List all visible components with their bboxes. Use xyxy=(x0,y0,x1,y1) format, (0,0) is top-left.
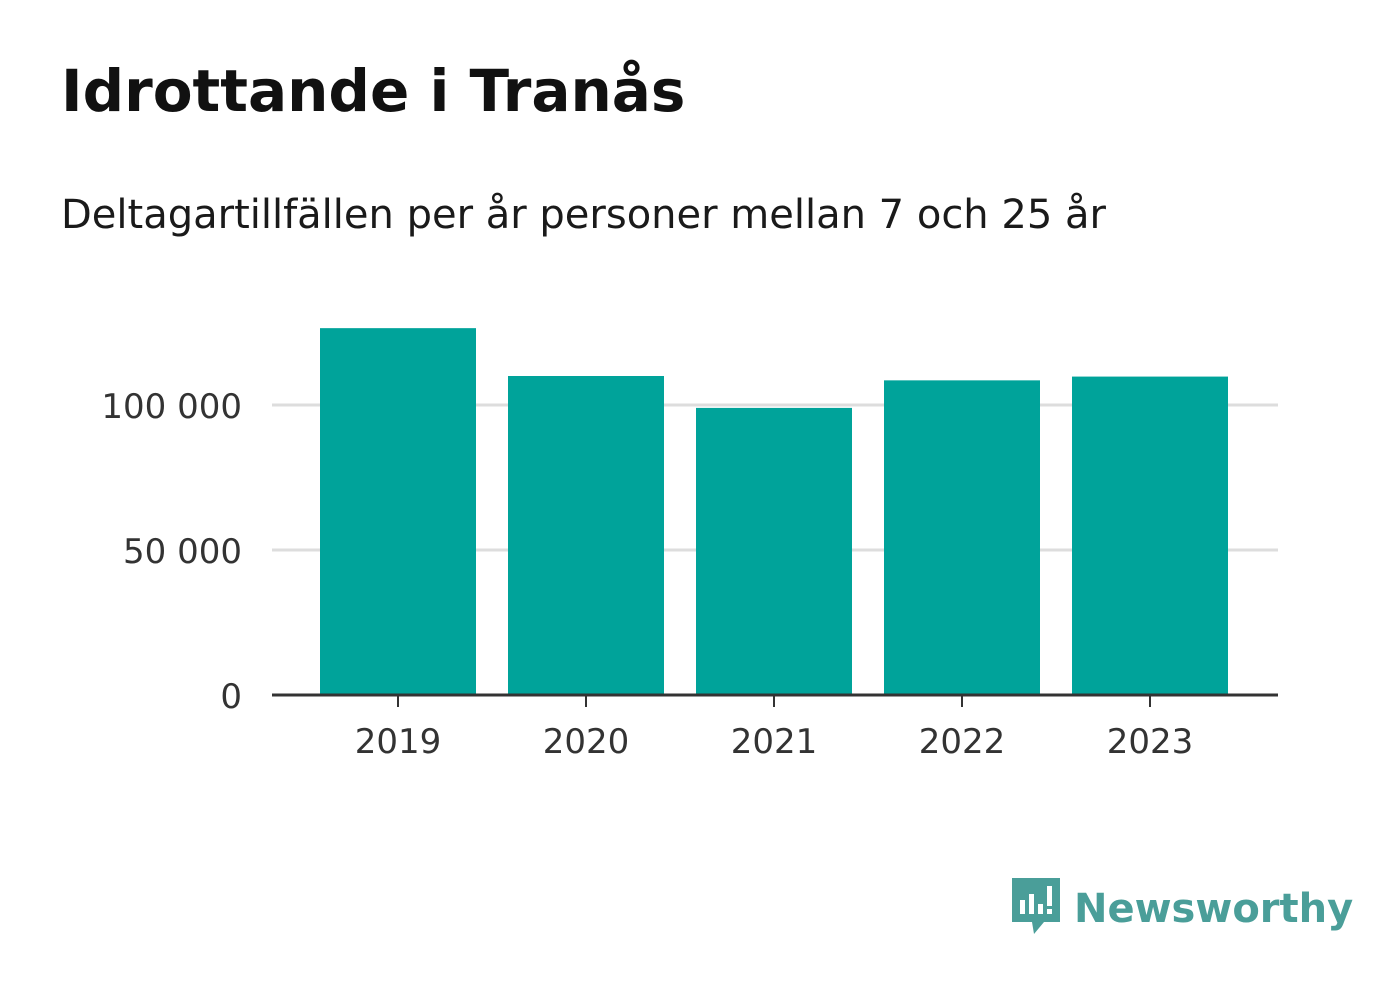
x-tick-label: 2021 xyxy=(731,722,818,762)
bar-2023 xyxy=(1072,376,1228,695)
y-tick-label: 100 000 xyxy=(101,387,242,427)
y-tick-label: 50 000 xyxy=(123,532,242,572)
newsworthy-bar-chart-icon xyxy=(1010,876,1062,942)
chart-title: Idrottande i Tranås xyxy=(61,57,686,125)
x-tick-label: 2019 xyxy=(355,722,442,762)
brand-name: Newsworthy xyxy=(1074,886,1354,932)
x-tick-label: 2023 xyxy=(1107,722,1194,762)
bars xyxy=(320,328,1228,695)
bar-2020 xyxy=(508,376,664,695)
bar-2021 xyxy=(696,407,852,695)
x-axis xyxy=(272,693,1278,707)
x-tick-label: 2022 xyxy=(919,722,1006,762)
x-tick-label: 2020 xyxy=(543,722,630,762)
x-axis-labels: 2019 2020 2021 2022 2023 xyxy=(355,722,1194,762)
bar-2019 xyxy=(320,328,476,695)
chart-subtitle: Deltagartillfällen per år personer mella… xyxy=(61,192,1106,238)
newsworthy-logo: Newsworthy xyxy=(1010,878,1353,940)
bar-2022 xyxy=(884,380,1040,695)
y-axis-labels: 0 50 000 100 000 xyxy=(101,387,242,717)
y-tick-label: 0 xyxy=(220,677,242,717)
